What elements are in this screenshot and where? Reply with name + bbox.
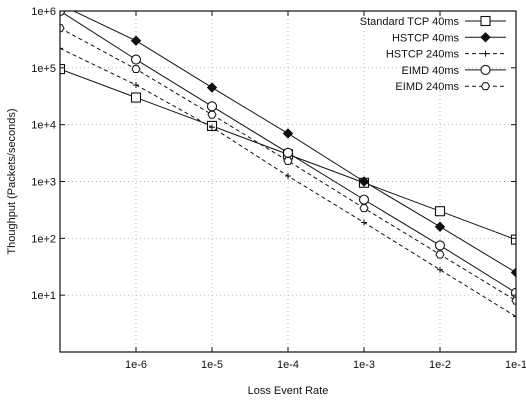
data-point-eimd-240ms xyxy=(207,110,217,119)
data-point-hstcp-240ms xyxy=(133,81,139,88)
data-point-hstcp-40ms xyxy=(282,128,294,139)
data-point-hstcp-40ms xyxy=(56,0,65,9)
grid xyxy=(60,11,517,352)
data-point-hstcp-40ms xyxy=(510,267,516,278)
data-point-hstcp-240ms xyxy=(513,313,516,320)
data-point-eimd-240ms xyxy=(359,204,369,213)
data-point-standard-tcp-40ms xyxy=(510,234,516,245)
data-point-eimd-240ms xyxy=(131,65,141,74)
axis-ticks: 1e-6 1e-5 1e-4 1e-3 1e-2 1e-1 1e+1 1e+2 1e+3 1e+4… xyxy=(31,6,526,371)
legend-label-hstcp-40ms: HSTCP 40ms xyxy=(392,32,460,44)
series-eimd-40ms xyxy=(60,11,516,298)
legend-marker-eimd-240ms xyxy=(480,82,491,91)
y-axis-label: Thoughput (Packets/seconds) xyxy=(6,108,18,254)
data-point-eimd-240ms xyxy=(60,24,65,33)
x-tick-label: 1e-3 xyxy=(353,359,375,371)
data-point-hstcp-240ms xyxy=(361,219,367,226)
series-eimd-240ms xyxy=(60,24,516,305)
data-point-hstcp-40ms xyxy=(358,176,370,187)
data-point-eimd-240ms xyxy=(283,156,293,165)
x-axis-label: Loss Event Rate xyxy=(248,385,329,397)
series-hstcp-240ms xyxy=(60,45,516,320)
data-point-hstcp-40ms xyxy=(434,221,446,232)
data-point-eimd-40ms xyxy=(358,194,370,205)
y-tick-label: 1e+4 xyxy=(31,120,56,132)
data-point-hstcp-240ms xyxy=(437,266,443,273)
data-point-eimd-40ms xyxy=(282,147,294,158)
data-point-hstcp-40ms xyxy=(130,35,142,46)
data-point-eimd-240ms xyxy=(511,296,516,305)
data-point-eimd-240ms xyxy=(435,250,445,259)
y-tick-label: 1e+5 xyxy=(31,63,56,75)
series-hstcp-40ms xyxy=(56,0,516,278)
legend-label-hstcp-240ms: HSTCP 240ms xyxy=(386,49,460,61)
data-point-eimd-40ms xyxy=(434,240,446,251)
x-tick-label: 1e-2 xyxy=(429,359,451,371)
data-point-hstcp-240ms xyxy=(285,172,291,179)
legend: Standard TCP 40ms HSTCP 40ms HSTCP 240ms EI… xyxy=(360,15,506,93)
y-tick-label: 1e+2 xyxy=(31,233,56,245)
y-tick-label: 1e+1 xyxy=(31,290,56,302)
data-point-standard-tcp-40ms xyxy=(434,206,446,217)
x-tick-label: 1e-1 xyxy=(505,359,526,371)
data-point-hstcp-40ms xyxy=(206,82,218,93)
data-point-standard-tcp-40ms xyxy=(60,64,66,75)
legend-marker-eimd-40ms xyxy=(480,64,491,75)
x-tick-label: 1e-6 xyxy=(125,359,147,371)
legend-marker-hstcp-240ms xyxy=(482,50,489,57)
plot-series xyxy=(56,0,516,320)
legend-label-eimd-40ms: EIMD 40ms xyxy=(402,65,460,77)
data-point-eimd-40ms xyxy=(130,54,142,65)
legend-marker-hstcp-40ms xyxy=(480,32,491,43)
data-point-eimd-40ms xyxy=(206,101,218,112)
y-tick-label: 1e+6 xyxy=(31,6,56,18)
data-point-hstcp-240ms xyxy=(209,124,215,131)
data-point-eimd-40ms xyxy=(60,11,66,17)
legend-label-eimd-240ms: EIMD 240ms xyxy=(395,81,459,93)
legend-label-standard-tcp-40ms: Standard TCP 40ms xyxy=(360,16,460,28)
data-point-standard-tcp-40ms xyxy=(130,92,142,103)
x-tick-label: 1e-4 xyxy=(277,359,299,371)
y-tick-label: 1e+3 xyxy=(31,177,56,189)
legend-marker-standard-tcp-40ms xyxy=(480,15,491,27)
x-tick-label: 1e-5 xyxy=(201,359,223,371)
data-point-hstcp-240ms xyxy=(60,45,63,52)
